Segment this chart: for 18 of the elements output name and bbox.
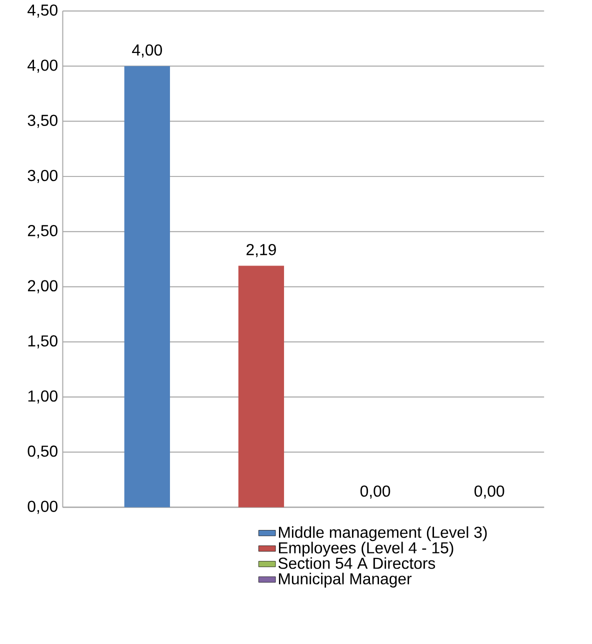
y-tick-label: 1,00 [28, 390, 58, 404]
y-tick-label: 3,00 [28, 170, 58, 183]
y-tick-label: 1,50 [28, 335, 58, 348]
legend-label: Municipal Manager [279, 572, 412, 588]
y-tick-label: 2,50 [28, 225, 58, 238]
data-label: 2,19 [246, 244, 276, 258]
y-tick-label: 2,00 [28, 280, 58, 294]
data-label: 0,00 [474, 486, 504, 499]
y-tick-label: 0,00 [28, 500, 58, 514]
legend-label: Section 54 A Directors [278, 557, 436, 569]
legend-label: Middle management (Level 3) [279, 526, 487, 542]
legend-label: Employees (Level 4 - 15) [279, 542, 454, 557]
y-tick-label: 3,50 [28, 114, 58, 128]
data-label: 0,00 [360, 486, 390, 499]
y-tick-label: 4,00 [28, 60, 58, 73]
y-tick-label: 4,50 [28, 4, 58, 18]
data-label: 4,00 [132, 44, 162, 58]
y-tick-label: 0,50 [28, 446, 58, 459]
